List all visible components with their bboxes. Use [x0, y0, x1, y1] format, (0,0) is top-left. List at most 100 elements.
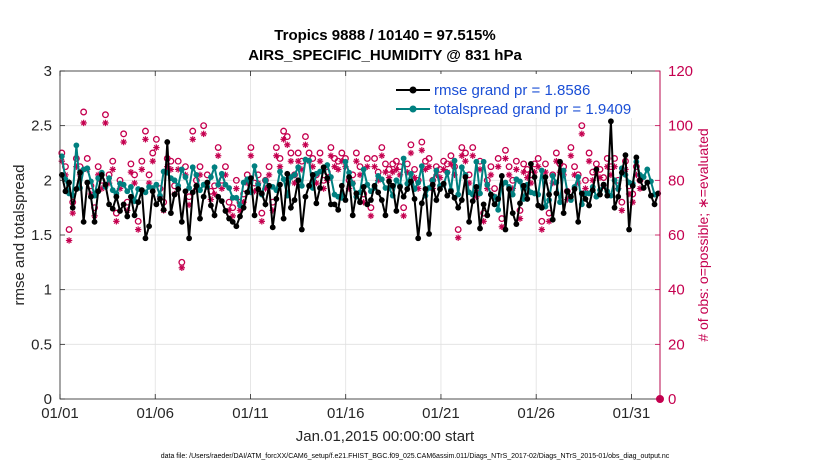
obs-evaluated-marker: [520, 168, 527, 176]
y-axis-label: rmse and totalspread: [11, 165, 28, 306]
obs-possible-marker: [174, 157, 182, 165]
x-axis-label: Jan.01,2015 00:00:00 start: [296, 428, 475, 445]
rmse-point: [437, 186, 443, 192]
obs-possible-marker: [283, 133, 291, 141]
rmse-point: [124, 213, 131, 220]
totalspread-point: [193, 171, 200, 178]
obs-possible-marker: [232, 176, 240, 184]
rmse-point: [153, 201, 160, 208]
rmse-point: [371, 182, 378, 189]
obs-evaluated-stroke: [368, 213, 374, 219]
rmse-point: [360, 183, 367, 190]
obs-evaluated-marker: [487, 171, 495, 179]
rmse-point: [633, 154, 640, 161]
rmse-point: [495, 196, 502, 202]
obs-possible-marker: [152, 135, 160, 143]
x-tick-label: 01/11: [232, 405, 268, 422]
obs-evaluated-stroke: [222, 172, 229, 178]
totalspread-point: [415, 179, 422, 186]
obs-evaluated-stroke: [470, 153, 476, 159]
obs-evaluated-stroke: [390, 169, 396, 175]
totalspread-point: [182, 174, 189, 180]
obs-evaluated-marker: [222, 171, 229, 179]
obs-evaluated-stroke: [102, 120, 109, 126]
y-tick-label: 2: [44, 172, 52, 189]
totalspread-point: [495, 206, 502, 213]
obs-possible-marker: [392, 157, 400, 165]
obs-evaluated-marker: [134, 226, 142, 233]
obs-evaluated-stroke: [139, 166, 145, 173]
obs-evaluated-stroke: [200, 131, 207, 137]
obs-evaluated-marker: [273, 152, 280, 159]
obs-possible-marker: [134, 217, 142, 225]
obs-possible-marker: [512, 157, 520, 165]
rmse-point: [506, 186, 512, 192]
rmse-point: [571, 186, 578, 192]
obs-possible-marker: [280, 127, 288, 135]
obs-evaluated-stroke: [135, 226, 141, 233]
rmse-point: [309, 171, 316, 178]
rmse-point: [171, 191, 178, 198]
rmse-point: [98, 171, 105, 178]
obs-evaluated-stroke: [506, 172, 512, 178]
totalspread-point: [549, 173, 556, 179]
obs-possible-marker: [102, 111, 109, 119]
obs-possible-marker: [382, 160, 389, 168]
obs-possible-marker: [371, 155, 378, 162]
obs-evaluated-stroke: [568, 153, 574, 159]
rmse-point: [604, 192, 611, 199]
obs-possible-marker: [378, 144, 386, 151]
obs-evaluated-stroke: [233, 185, 240, 192]
obs-evaluated-marker: [513, 166, 520, 173]
rmse-point: [251, 212, 258, 219]
obs-evaluated-marker: [458, 152, 466, 159]
obs-possible-marker: [363, 155, 371, 162]
rmse-point: [528, 161, 534, 167]
rmse-point: [378, 197, 385, 203]
obs-evaluated-stroke: [462, 158, 469, 164]
totalspread-point: [189, 164, 196, 171]
obs-evaluated-stroke: [150, 158, 156, 164]
obs-evaluated-stroke: [215, 153, 221, 159]
totalspread-point: [346, 169, 352, 176]
rmse-point: [629, 182, 636, 189]
obs-possible-marker: [265, 163, 273, 171]
totalspread-point: [277, 168, 283, 175]
rmse-point: [168, 210, 174, 217]
rmse-point: [586, 202, 592, 209]
totalspread-point: [218, 170, 225, 177]
rmse-point: [593, 166, 600, 173]
obs-possible-marker: [585, 149, 593, 157]
rmse-point: [393, 208, 400, 214]
obs-possible-marker: [294, 149, 302, 157]
obs-evaluated-stroke: [320, 185, 327, 192]
rmse-point: [117, 208, 123, 214]
x-tick-label: 01/26: [517, 405, 555, 422]
totalspread-point: [429, 177, 436, 184]
obs-evaluated-marker: [69, 209, 76, 217]
obs-possible-marker: [247, 144, 255, 151]
rmse-point: [509, 210, 516, 217]
obs-possible-marker: [338, 149, 346, 157]
totalspread-point: [480, 158, 487, 165]
totalspread-point: [451, 157, 458, 164]
obs-evaluated-stroke: [480, 218, 487, 224]
rmse-point: [109, 205, 116, 212]
obs-evaluated-marker: [80, 119, 87, 127]
rmse-point: [113, 193, 120, 200]
y-right-tick-label: 80: [668, 172, 685, 189]
obs-possible-marker: [200, 122, 208, 130]
obs-possible-marker: [462, 149, 469, 157]
totalspread-point: [433, 167, 440, 174]
obs-evaluated-marker: [538, 226, 546, 233]
obs-evaluated-marker: [502, 155, 509, 162]
obs-possible-marker: [131, 171, 138, 179]
obs-evaluated-stroke: [331, 164, 338, 170]
obs-evaluated-stroke: [248, 153, 254, 159]
obs-evaluated-marker: [65, 237, 73, 244]
rmse-point: [229, 218, 236, 225]
obs-evaluated-marker: [120, 138, 127, 146]
totalspread-point: [280, 176, 287, 183]
y-right-tick-label: 0: [668, 391, 676, 408]
rmse-point: [477, 225, 483, 232]
